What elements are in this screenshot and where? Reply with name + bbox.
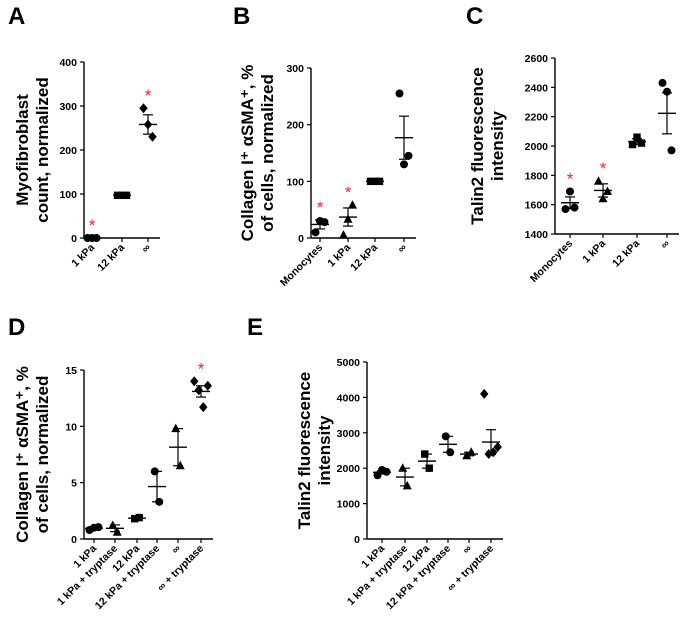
chart-e-data-point [398, 463, 408, 472]
chart-b-y-tick-label: 100 [286, 176, 304, 188]
chart-d-y-tick-label: 15 [65, 365, 77, 377]
chart-c-data-point [658, 78, 667, 87]
chart-e-y-tick-label: 0 [354, 534, 360, 546]
chart-c-data-point [566, 187, 574, 196]
panel-label-d: D [8, 314, 25, 341]
chart-d-data-point [171, 423, 181, 433]
chart-e: 0 1000 2000 3000 4000 5000 Talin2 fluorescence… [295, 357, 503, 612]
chart-c-data-point [598, 193, 608, 203]
chart-a-y-title: Myofibroblast [13, 94, 32, 206]
chart-a-y-tick-label: 400 [59, 57, 77, 69]
chart-d-y-tick-label: 0 [71, 534, 77, 546]
chart-d-y-title: Collagen I⁺ αSMA⁺, % [13, 366, 32, 543]
chart-a-y-title: count, normalized [33, 77, 52, 222]
panel-label-b: B [233, 3, 250, 30]
chart-b-data-point [395, 89, 404, 98]
chart-d: 0 5 10 15 Collagen I⁺ αSMA⁺, % of cells, norm… [13, 359, 213, 612]
chart-e-y-tick-label: 5000 [337, 357, 361, 369]
chart-c-y-tick-label: 1600 [525, 200, 549, 212]
chart-b-category-label: 12 kPa [348, 242, 380, 274]
chart-a-data-point [148, 131, 157, 142]
chart-b-data-point [400, 160, 408, 169]
chart-c-y-tick-label: 2000 [525, 141, 549, 153]
chart-b-y-tick-label: 300 [286, 63, 304, 75]
chart-c-y-title: Talin2 fluorescence [468, 67, 487, 224]
chart-c-significance-star: * [567, 169, 574, 188]
chart-a-y-tick-label: 0 [71, 233, 77, 245]
chart-c-category-label: Monocytes [528, 238, 575, 285]
chart-b-data-point [404, 151, 413, 160]
chart-b: 0 100 200 300 Collagen I⁺ αSMA⁺, % of cells, … [238, 63, 416, 289]
chart-b-data-point [348, 200, 357, 209]
chart-c-y-tick-label: 2400 [525, 82, 549, 94]
chart-d-data-point [175, 460, 185, 470]
chart-d-y-tick-label: 10 [65, 421, 77, 433]
chart-a: 0 100 200 300 400 Myofibroblast count, normali… [13, 57, 160, 274]
chart-c-category-label: 1 kPa [580, 238, 608, 266]
chart-e-y-title: intensity [315, 415, 334, 485]
chart-c-data-point [633, 133, 641, 141]
chart-d-y-title: of cells, normalized [33, 376, 52, 534]
chart-b-category-label: Monocytes [278, 242, 325, 289]
chart-a-significance-star: * [89, 216, 96, 235]
chart-e-data-point [402, 480, 412, 490]
chart-c-category-label: 12 kPa [610, 238, 642, 270]
chart-e-y-tick-label: 3000 [337, 428, 361, 440]
chart-d-data-point [190, 376, 199, 387]
chart-b-significance-star: * [317, 198, 324, 217]
chart-c-data-point [663, 87, 671, 96]
chart-d-significance-star: * [198, 359, 205, 378]
chart-a-significance-star: * [145, 86, 152, 105]
chart-e-y-title: Talin2 fluorescence [295, 372, 314, 529]
chart-c-y-tick-label: 1800 [525, 170, 549, 182]
chart-c-category-label: ∞ [658, 237, 672, 251]
chart-e-y-tick-label: 2000 [337, 463, 361, 475]
chart-c-y-tick-label: 2200 [525, 112, 549, 124]
chart-b-data-point [339, 230, 348, 239]
chart-b-category-label: ∞ [395, 241, 409, 255]
chart-c-data-point [667, 146, 676, 155]
chart-e-data-point [480, 388, 489, 399]
chart-a-category-label: ∞ [139, 241, 153, 255]
chart-c-y-title: intensity [488, 111, 507, 181]
chart-a-category-label: 1 kPa [69, 242, 97, 270]
panel-label-c: C [466, 3, 483, 30]
chart-c-y-tick-label: 2600 [525, 53, 549, 65]
chart-c-data-point [570, 203, 579, 212]
chart-e-data-point [493, 441, 502, 452]
chart-d-category-label: ∞ [169, 542, 183, 556]
chart-c-significance-star: * [600, 159, 607, 178]
chart-a-y-tick-label: 200 [59, 145, 77, 157]
chart-a-y-tick-label: 300 [59, 101, 77, 113]
chart-c-data-point [594, 176, 603, 185]
chart-e-data-point [373, 471, 382, 480]
panel-label-e: E [247, 314, 263, 341]
chart-d-data-point [203, 380, 212, 391]
chart-d-data-point [194, 385, 203, 396]
chart-d-y-tick-label: 5 [71, 478, 77, 490]
chart-c-y-tick-label: 1400 [525, 229, 549, 241]
chart-e-data-point [462, 450, 472, 460]
chart-b-y-title: of cells, normalized [258, 74, 277, 232]
chart-d-data-point [199, 402, 208, 413]
chart-c-data-point [637, 139, 646, 147]
panel-label-a: A [8, 3, 25, 30]
chart-b-y-tick-label: 0 [298, 233, 304, 245]
chart-e-y-tick-label: 1000 [337, 499, 361, 511]
chart-c: 1400 1600 1800 2000 2200 2400 2600 Talin2 fluor… [468, 53, 679, 285]
chart-b-data-point [311, 228, 320, 237]
chart-b-significance-star: * [345, 183, 352, 202]
chart-b-y-title: Collagen I⁺ αSMA⁺, % [238, 65, 257, 242]
chart-e-y-tick-label: 4000 [337, 392, 361, 404]
chart-a-data-point [139, 103, 148, 114]
chart-e-category-label: ∞ [460, 542, 474, 556]
chart-a-category-label: 12 kPa [95, 242, 127, 274]
chart-b-y-tick-label: 200 [286, 120, 304, 132]
chart-a-y-tick-label: 100 [59, 189, 77, 201]
